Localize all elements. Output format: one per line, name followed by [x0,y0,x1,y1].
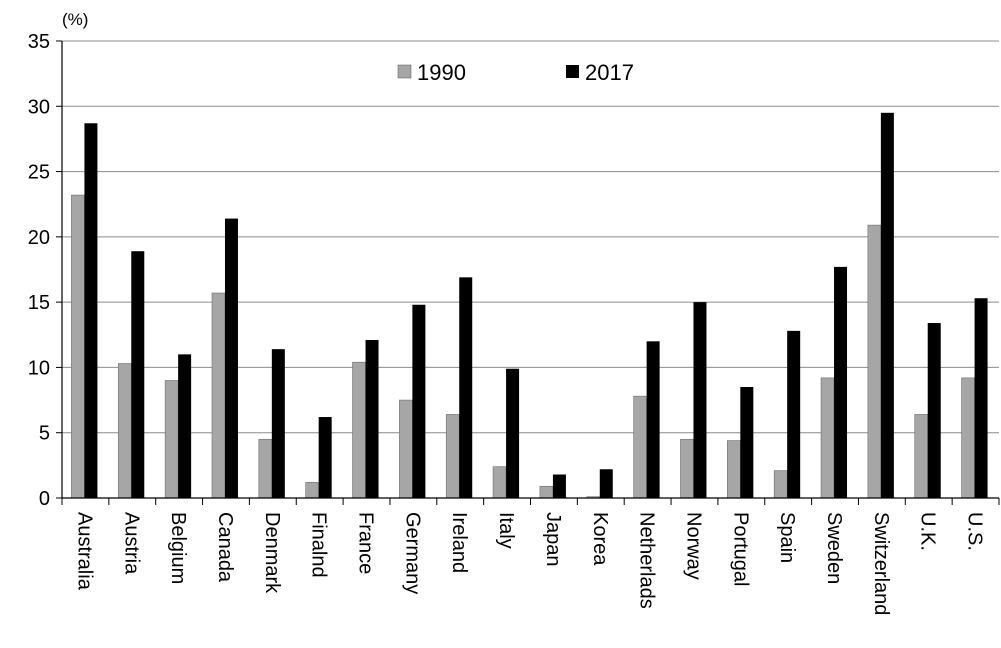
bar-1990-Norway [680,438,694,499]
bar-2017-Austria [131,251,145,498]
bar-2017-Netherlads [646,341,660,498]
bar-1990-Germany [399,399,413,499]
bar-2017-U.K. [927,323,941,498]
bar-2017-Portugal [740,387,754,498]
bar-2017-Germany [412,304,426,498]
x-tick-label: Italy [495,512,517,549]
bar-1990-U.K. [914,414,929,499]
bar-1990-Portugal [727,440,741,499]
y-tick-label: 20 [28,227,50,249]
bar-1990-U.S. [961,377,975,499]
x-tick-label: Japan [542,512,564,567]
x-tick-label: Korea [589,512,611,566]
bar-2017-U.S. [974,298,988,498]
bar-2017-Korea [599,469,613,498]
axis-labels: 0 5 10 15 20 25 30 35 Australia Austria Belgium Can… [28,31,986,615]
x-tick-label: Ireland [448,512,470,573]
x-tick-label: Portugal [729,512,751,587]
y-tick-label: 15 [28,292,50,314]
bar-1990-Spain [773,470,788,499]
bar-1990-Denmark [258,438,273,499]
y-unit-label: (%) [62,10,88,29]
x-tick-label: Australia [73,512,95,591]
x-tick-label: Norway [682,512,704,580]
x-tick-label: Germany [401,512,423,594]
x-tick-label: Canada [214,512,236,583]
bar-1990-France [352,361,366,499]
legend-label-1990: 1990 [417,60,466,85]
x-tick-label: Belgium [167,512,189,584]
bar-1990-Finalnd [305,482,319,499]
bar-1990-Netherlads [633,395,647,499]
bar-1990-Switzerland [867,224,882,499]
y-tick-label: 10 [28,357,50,379]
bar-2017-Australia [84,123,98,498]
x-tick-label: U.S. [964,512,986,551]
bar-1990-Belgium [164,380,179,499]
x-tick-label: U.K. [917,512,939,551]
bar-1990-Austria [117,363,132,499]
bar-1990-Australia [71,194,85,499]
axes [56,40,1000,505]
bar-1990-Canada [211,292,226,499]
legend-label-2017: 2017 [585,60,634,85]
y-tick-label: 0 [39,488,50,510]
bar-1990-Sweden [820,377,835,499]
x-tick-label: Denmark [261,512,283,594]
bar-2017-Denmark [271,349,285,498]
y-tick-label: 5 [39,423,50,445]
x-tick-label: Austria [120,512,142,575]
legend-swatch-1990 [397,64,412,79]
y-tick-label: 25 [28,162,50,184]
bar-2017-Norway [693,302,707,498]
bar-2017-France [365,340,379,498]
x-tick-label: Spain [776,512,798,563]
bar-2017-Finalnd [318,417,332,498]
bar-1990-Ireland [445,414,460,499]
bar-1990-Italy [492,466,507,499]
y-tick-label: 35 [28,31,50,53]
y-tick-label: 30 [28,96,50,118]
bar-2017-Spain [787,330,801,498]
bar-2017-Sweden [834,266,848,498]
x-tick-label: Finalnd [308,512,330,578]
x-tick-label: Switzerland [870,512,892,615]
bars [71,112,988,499]
bar-1990-Japan [539,485,554,499]
bar-2017-Japan [552,474,566,498]
legend: 1990 2017 [397,60,634,85]
bar-2017-Ireland [459,277,473,498]
bar-2017-Belgium [178,354,192,498]
bar-2017-Canada [224,218,238,498]
x-tick-label: Sweden [823,512,845,584]
bar-2017-Italy [506,368,520,498]
x-tick-label: Netherlads [636,512,658,609]
x-tick-label: France [355,512,377,574]
bar-2017-Switzerland [880,112,894,499]
gridlines [62,40,999,434]
legend-swatch-2017 [566,65,579,78]
